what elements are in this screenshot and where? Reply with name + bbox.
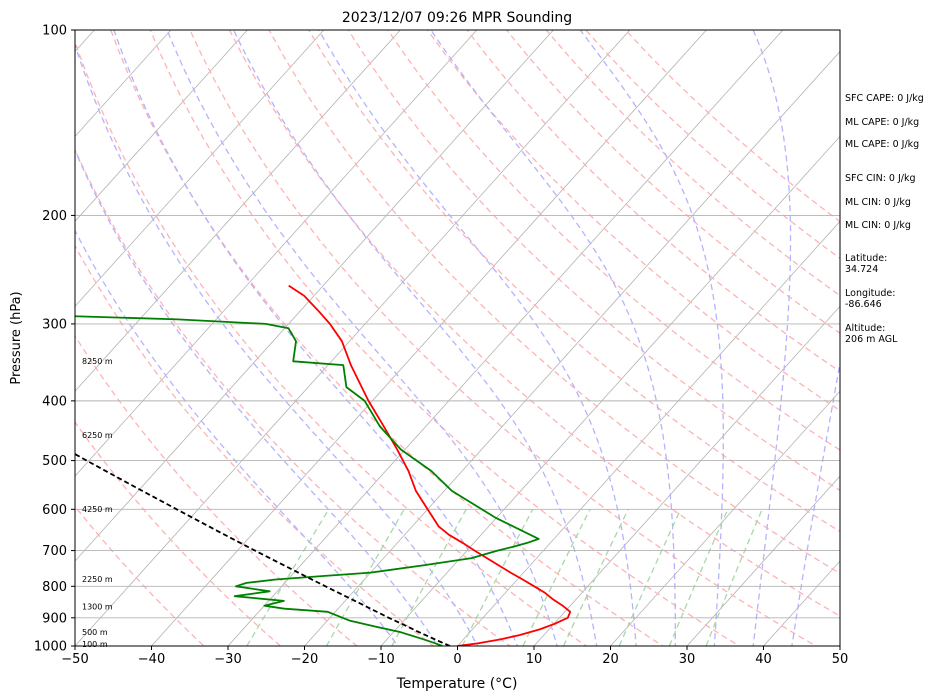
isotherm-line xyxy=(227,30,784,646)
moist-adiabat-line xyxy=(318,30,637,646)
isotherm-line xyxy=(75,30,248,222)
ml-cin-text-2: ML CIN: 0 J/kg xyxy=(845,220,911,231)
y-tick-label: 200 xyxy=(42,209,67,224)
moist-adiabat-line xyxy=(430,30,676,646)
longitude-text: Longitude: -86.646 xyxy=(845,288,896,310)
isotherm-line xyxy=(75,30,325,307)
x-tick-label: 0 xyxy=(453,652,461,667)
height-label: 1300 m xyxy=(82,603,113,612)
dry-adiabat-line xyxy=(426,30,840,412)
x-tick-label: −20 xyxy=(291,652,318,667)
dry-adiabat-line xyxy=(228,30,840,617)
dry-adiabat-line xyxy=(75,421,282,646)
isotherm-line xyxy=(304,50,840,646)
dry-adiabat-line xyxy=(149,30,741,646)
height-label: 500 m xyxy=(82,628,108,637)
ml-cape-text-2: ML CAPE: 0 J/kg xyxy=(845,139,920,150)
dry-adiabat-line xyxy=(75,505,205,646)
moist-adiabat-line xyxy=(75,229,399,646)
dry-adiabat-line xyxy=(506,30,840,335)
dry-adiabat-line xyxy=(75,39,588,646)
altitude-text: Altitude: 206 m AGL xyxy=(845,323,898,345)
y-tick-label: 1000 xyxy=(34,640,67,655)
isotherm-line xyxy=(75,30,172,138)
y-tick-label: 500 xyxy=(42,454,67,469)
chart-title: 2023/12/07 09:26 MPR Sounding xyxy=(342,10,572,26)
dry-adiabat-line xyxy=(110,30,665,646)
dry-adiabat-line xyxy=(75,147,512,646)
dry-adiabat-line xyxy=(75,334,358,646)
height-label: 2250 m xyxy=(82,575,113,584)
mixing-ratio-line xyxy=(705,509,763,646)
mixing-ratio-line xyxy=(522,509,591,646)
sfc-cin-text: SFC CIN: 0 J/kg xyxy=(845,173,916,184)
isotherm-line xyxy=(75,30,478,477)
moist-adiabat-line xyxy=(791,359,840,646)
isotherm-line xyxy=(75,30,554,562)
moist-adiabat-line xyxy=(232,30,598,646)
x-tick-label: 50 xyxy=(832,652,849,667)
x-tick-label: −30 xyxy=(214,652,241,667)
isotherm-line xyxy=(75,30,401,392)
x-tick-label: −50 xyxy=(61,652,88,667)
y-tick-label: 900 xyxy=(42,611,67,626)
height-label: 100 m xyxy=(82,640,108,649)
dewpoint-line xyxy=(75,315,540,646)
x-tick-label: 10 xyxy=(526,652,543,667)
isotherm-line xyxy=(686,475,840,646)
x-tick-label: 20 xyxy=(602,652,619,667)
moist-adiabat-line xyxy=(113,30,518,646)
y-tick-label: 600 xyxy=(42,503,67,518)
isotherm-line xyxy=(610,390,840,646)
height-label: 6250 m xyxy=(82,431,113,440)
isotherm-line xyxy=(533,305,840,646)
dry-adiabat-line xyxy=(466,30,840,373)
dry-adiabat-line xyxy=(268,30,840,575)
y-tick-label: 800 xyxy=(42,580,67,595)
isotherm-line xyxy=(457,220,840,646)
dry-adiabat-line xyxy=(308,30,840,533)
dry-adiabat-line xyxy=(189,30,818,646)
y-tick-label: 700 xyxy=(42,544,67,559)
x-tick-label: 30 xyxy=(679,652,696,667)
mixing-ratio-line xyxy=(618,509,682,646)
mixing-ratio-line xyxy=(325,508,405,646)
isotherm-line xyxy=(380,135,840,646)
moist-adiabat-line xyxy=(579,30,724,646)
y-axis-label: Pressure (hPa) xyxy=(9,291,24,384)
x-tick-label: −40 xyxy=(138,652,165,667)
moist-adiabat-line xyxy=(75,148,439,646)
ml-cin-text: ML CIN: 0 J/kg xyxy=(845,197,911,208)
mixing-ratio-line xyxy=(391,508,467,646)
moist-adiabat-line xyxy=(752,30,792,646)
dry-adiabat-line xyxy=(75,244,435,646)
height-label: 8250 m xyxy=(82,357,113,366)
x-tick-label: 40 xyxy=(755,652,772,667)
ml-cape-text: ML CAPE: 0 J/kg xyxy=(845,117,920,128)
mixing-ratio-line xyxy=(246,508,330,646)
isotherm-line xyxy=(151,30,707,646)
y-tick-label: 400 xyxy=(42,394,67,409)
x-axis-label: Temperature (°C) xyxy=(396,676,518,692)
isotherm-line xyxy=(75,30,631,646)
temperature-line xyxy=(288,284,572,646)
y-tick-label: 300 xyxy=(42,317,67,332)
latitude-text: Latitude: 34.724 xyxy=(845,253,888,275)
x-tick-label: −10 xyxy=(367,652,394,667)
mixing-ratio-line xyxy=(562,509,629,646)
height-label: 4250 m xyxy=(82,505,113,514)
sfc-cape-text: SFC CAPE: 0 J/kg xyxy=(845,93,924,104)
moist-adiabat-line xyxy=(166,30,558,646)
mixing-ratio-line xyxy=(461,508,534,646)
y-tick-label: 100 xyxy=(42,24,67,39)
moist-adiabat-line xyxy=(75,43,479,646)
